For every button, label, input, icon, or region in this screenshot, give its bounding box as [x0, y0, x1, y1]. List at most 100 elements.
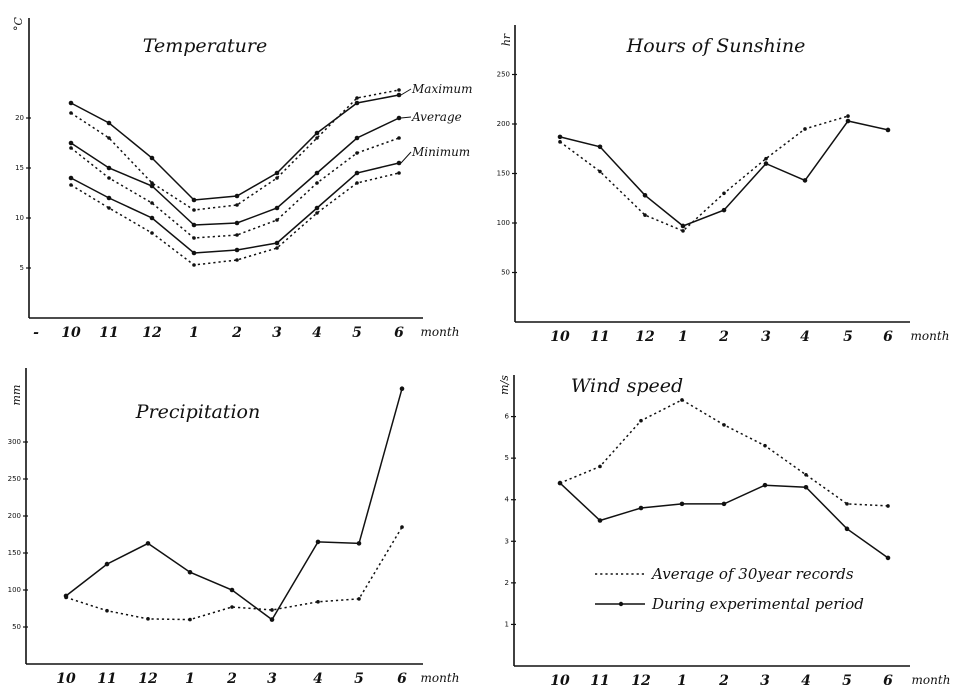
- temperature-data-point: [107, 176, 111, 180]
- precipitation-data-point: [229, 587, 235, 593]
- sunshine-data-point: [846, 114, 850, 118]
- precipitation-data-point: [145, 541, 151, 546]
- precipitation-y-tick-label: 200: [8, 512, 21, 520]
- sunshine-x-tick-label: 11: [590, 329, 609, 345]
- precipitation-x-tick-label: 6: [397, 671, 407, 687]
- temperature-data-point: [397, 88, 401, 92]
- precipitation-x-tick-label: 11: [97, 671, 116, 687]
- precipitation-data-point: [104, 561, 110, 567]
- sunshine-y-tick-label: 250: [497, 71, 510, 79]
- temperature-series-label: Maximum: [411, 82, 473, 96]
- wind-title: Wind speed: [571, 375, 683, 397]
- sunshine-series-dotted-line: [559, 115, 849, 232]
- wind-x-unit: month: [912, 673, 951, 687]
- temperature-y-unit: °C: [12, 16, 25, 31]
- legend: Average of 30year records During experime…: [595, 565, 864, 613]
- precipitation-data-point: [356, 541, 362, 546]
- temperature-data-point: [106, 165, 112, 171]
- wind-y-unit: m/s: [498, 375, 511, 395]
- sunshine-x-tick-label: 4: [800, 329, 810, 345]
- temperature-series-solid-line: [70, 94, 400, 201]
- sunshine-data-point: [802, 178, 808, 183]
- precipitation-series-dotted-line: [65, 526, 403, 621]
- wind-data-point: [679, 501, 685, 507]
- wind-x-tick-label: 12: [631, 673, 651, 689]
- temperature-x-extra-label: -: [33, 325, 39, 341]
- wind-data-point: [557, 480, 563, 486]
- sunshine-x-tick-label: 10: [550, 329, 570, 345]
- precipitation-data-point: [188, 617, 192, 622]
- temperature-data-point: [69, 111, 73, 115]
- precipitation-data-point: [270, 608, 274, 612]
- temperature-data-point: [274, 240, 280, 246]
- temperature-data-point: [354, 100, 360, 106]
- wind-x-tick-label: 10: [550, 673, 570, 689]
- temperature-x-tick-label: 11: [99, 325, 118, 341]
- precipitation-data-point: [357, 597, 361, 601]
- temperature-data-point: [354, 170, 360, 176]
- temperature-data-point: [191, 250, 197, 256]
- temperature-data-point: [68, 100, 74, 106]
- sunshine-data-point: [803, 127, 807, 131]
- precipitation-x-tick-label: 4: [313, 671, 323, 687]
- precipitation-x-tick-label: 5: [354, 671, 364, 687]
- temperature-data-point: [314, 130, 320, 136]
- precipitation-data-point: [400, 525, 404, 529]
- temperature-data-point: [355, 96, 359, 100]
- temperature-data-point: [397, 171, 401, 175]
- temperature-label-leader: [400, 151, 412, 164]
- wind-x-tick-label: 2: [718, 673, 729, 689]
- wind-x-tick-label: 1: [677, 673, 687, 689]
- temperature-data-point: [274, 170, 280, 176]
- sunshine-x-tick-label: 12: [635, 329, 655, 345]
- temperature-data-point: [235, 258, 239, 262]
- sunshine-x-tick-label: 2: [718, 329, 729, 345]
- temperature-x-tick-label: 4: [312, 325, 322, 341]
- temperature-data-point: [107, 136, 111, 140]
- temperature-data-point: [315, 211, 319, 215]
- sunshine-title: Hours of Sunshine: [626, 35, 806, 57]
- wind-data-point: [804, 472, 808, 477]
- temperature-data-point: [150, 201, 154, 205]
- sunshine-data-point: [597, 144, 603, 150]
- precipitation-x-tick-label: 10: [56, 671, 76, 687]
- wind-y-tick-label: 3: [505, 537, 509, 545]
- temperature-series-label: Minimum: [411, 145, 470, 159]
- precipitation-title: Precipitation: [135, 401, 260, 423]
- temperature-data-point: [106, 195, 112, 201]
- precipitation-x-tick-label: 1: [185, 671, 195, 687]
- precipitation-y-tick-label: 300: [8, 438, 21, 446]
- temperature-data-point: [315, 136, 319, 140]
- sunshine-data-point: [722, 191, 726, 196]
- wind-data-point: [762, 482, 768, 488]
- temperature-data-point: [354, 135, 360, 141]
- sunshine-x-tick-label: 6: [883, 329, 893, 345]
- wind-series-solid-line: [559, 482, 889, 559]
- precipitation-data-point: [146, 617, 150, 621]
- wind-series-dotted-line: [559, 399, 889, 507]
- temperature-data-point: [275, 246, 279, 250]
- sunshine-y-tick-label: 200: [497, 120, 510, 128]
- sunshine-data-point: [721, 207, 727, 213]
- temperature-y-tick-label: 20: [15, 114, 24, 122]
- precipitation-y-tick-label: 250: [8, 475, 21, 483]
- legend-swatch-dot: [618, 601, 624, 607]
- wind-y-tick-label: 5: [505, 454, 509, 462]
- temperature-series-solid-line: [70, 162, 400, 254]
- wind-x-tick-label: 11: [590, 673, 609, 689]
- temperature-y-tick-label: 10: [15, 214, 24, 222]
- precipitation-data-point: [269, 617, 275, 622]
- temperature-data-point: [274, 205, 280, 211]
- sunshine-x-tick-label: 3: [761, 329, 771, 345]
- sunshine-data-point: [642, 192, 648, 198]
- sunshine-x-unit: month: [911, 329, 950, 343]
- temperature-y-tick-label: 5: [20, 264, 24, 272]
- temperature-series-dotted-line: [70, 172, 400, 266]
- temperature-x-tick-label: 2: [231, 325, 242, 341]
- temperature-data-point: [69, 146, 73, 150]
- temperature-x-tick-label: 6: [394, 325, 404, 341]
- wind-y-tick-label: 2: [505, 579, 509, 587]
- temperature-x-tick-label: 12: [142, 325, 162, 341]
